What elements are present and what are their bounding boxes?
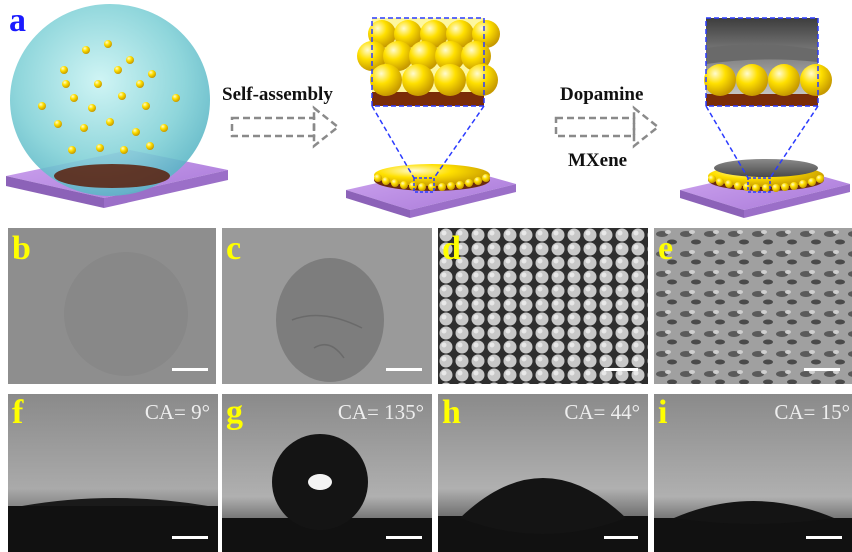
droplet-h: h CA= 44°: [438, 394, 648, 552]
contact-angle-label: CA= 15°: [774, 400, 850, 424]
particles-in-droplet: [38, 40, 180, 154]
panel-letter-g: g: [226, 394, 243, 431]
droplet-g-image: [222, 434, 432, 552]
arrow-right-2-icon: [554, 105, 661, 149]
particle-array-image: [438, 228, 648, 384]
coated-spot-image: [276, 258, 384, 382]
step-label-dopamine: Dopamine: [560, 84, 644, 105]
panel-letter-d: d: [442, 230, 461, 267]
scale-bar: [172, 536, 208, 539]
step-label-self-assembly: Self-assembly: [222, 84, 333, 105]
panel-letter-c: c: [226, 230, 242, 267]
blank-spot-image: [64, 252, 188, 376]
micrograph-b: b: [8, 228, 216, 384]
scale-bar: [386, 536, 422, 539]
droplet-i: i CA= 15°: [654, 394, 852, 552]
micrograph-e: e: [654, 228, 852, 384]
stage1-droplet-illustration: [6, 4, 850, 218]
panel-a: a: [0, 0, 852, 222]
droplet-row: f CA= 9° g CA= 135° h CA= 44° i CA= 15°: [0, 394, 852, 552]
zoom-inset-3: [704, 17, 832, 107]
contact-angle-label: CA= 9°: [144, 400, 210, 424]
panel-letter-a: a: [9, 2, 26, 39]
droplet-f: f CA= 9°: [8, 394, 218, 552]
micrograph-row: b c d: [0, 228, 852, 384]
scale-bar: [604, 368, 638, 371]
droplet-i-image: [654, 501, 852, 552]
panel-letter-f: f: [12, 394, 24, 431]
scale-bar: [806, 536, 842, 539]
panel-letter-e: e: [658, 230, 674, 267]
contact-angle-label: CA= 44°: [564, 400, 640, 424]
scale-bar: [604, 536, 638, 539]
step-label-mxene: MXene: [568, 150, 628, 171]
panel-letter-i: i: [658, 394, 668, 431]
micrograph-d: d: [438, 228, 648, 384]
droplet-h-image: [438, 478, 648, 552]
zoom-inset-2: [357, 17, 500, 107]
droplet-f-image: [8, 498, 218, 552]
panel-letter-h: h: [442, 394, 461, 431]
scale-bar: [804, 368, 840, 371]
arrow-right-1-icon: [230, 105, 341, 149]
rough-surface-image: [654, 228, 852, 384]
contact-angle-label: CA= 135°: [337, 400, 424, 424]
scale-bar: [172, 368, 208, 371]
micrograph-c: c: [222, 228, 432, 384]
panel-letter-b: b: [12, 230, 31, 267]
droplet-g: g CA= 135°: [222, 394, 432, 552]
scale-bar: [386, 368, 422, 371]
